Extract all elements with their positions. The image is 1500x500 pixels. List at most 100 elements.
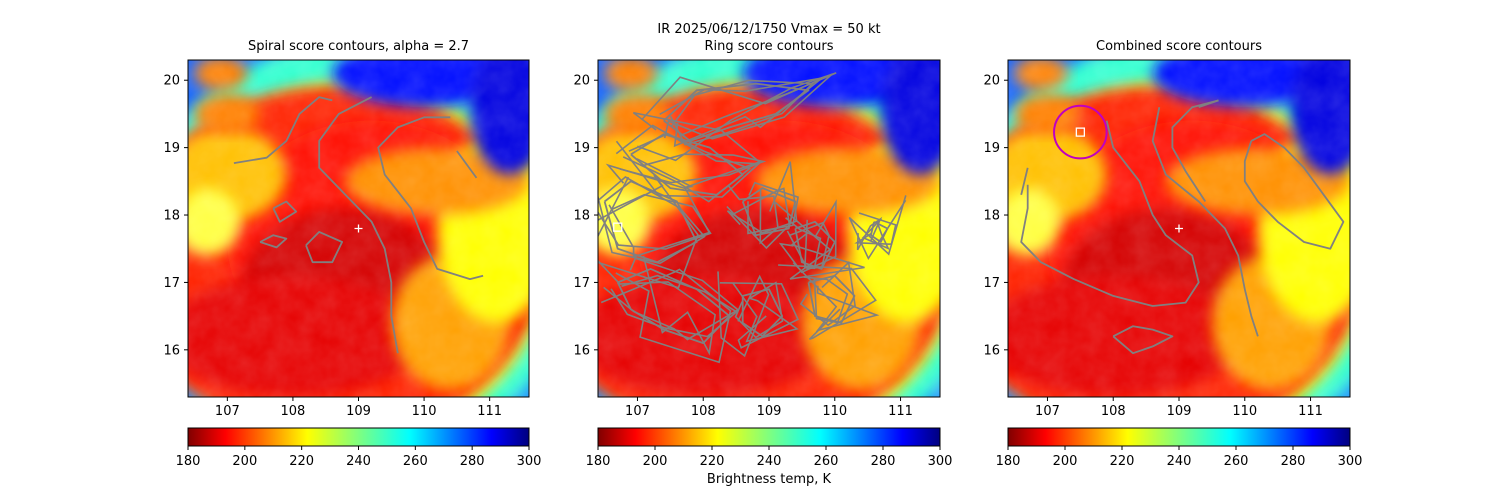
contour-line [778,264,877,340]
contour-line [259,234,288,249]
contour-line [1171,99,1219,202]
x-tick-label: 111 [1298,404,1323,419]
contour-line [799,260,856,327]
colorbar-tick-label: 220 [700,454,725,469]
colorbar-label: Brightness temp, K [706,472,832,487]
contour-line [786,221,830,270]
contour-line [1020,120,1200,307]
colorbar-tick-label: 300 [1338,454,1363,469]
y-tick-label: 19 [163,141,180,156]
contour-line [377,116,484,281]
contour-line [717,271,770,358]
panel-2-title: Ring score contours [704,39,834,54]
contour-line [619,153,767,184]
x-tick-label: 108 [1101,404,1126,419]
storm-center-marker [1175,224,1183,233]
panel-1: 107 108 109 110 111 16 17 18 19 20 180 200 220 240 260… [163,59,542,469]
colorbar-tick-label: 260 [1224,454,1249,469]
colorbar-tick-label: 280 [460,454,485,469]
center-fix-marker [1075,127,1085,137]
colorbar: 180 200 220 240 260 280 300 [176,427,542,469]
brightness-temp-image [188,60,529,397]
contour-line [1198,99,1219,109]
brightness-temp-image [598,60,940,397]
colorbar-tick-label: 240 [757,454,782,469]
contour-line [272,200,298,223]
contour-line [305,230,344,264]
colorbar-gradient [597,427,941,447]
panel-3-title: Combined score contours [1096,39,1262,54]
contour-line [641,73,833,140]
contour-line [605,163,711,258]
colorbar-gradient [1007,427,1351,447]
x-tick-label: 110 [412,404,437,419]
contour-line [600,268,732,364]
contour-line [774,201,865,280]
contour-line [632,111,762,189]
storm-center-marker [354,224,363,233]
colorbar-tick-label: 180 [996,454,1021,469]
x-tick-label: 107 [215,404,240,419]
y-tick-label: 16 [573,343,590,358]
y-tick-label: 17 [983,276,1000,291]
x-tick-label: 107 [1035,404,1060,419]
y-tick-label: 18 [983,209,1000,224]
y-tick-label: 20 [163,74,180,89]
contour-line [456,150,478,179]
contour-line [598,176,706,265]
colorbar-tick-label: 260 [403,454,428,469]
colorbar-tick-label: 200 [232,454,257,469]
contour-line [861,218,890,250]
contour-line [734,281,784,339]
colorbar-tick-label: 200 [643,454,668,469]
contour-line [803,276,849,324]
contour-line [870,220,889,243]
panel-2: 107 108 109 110 111 16 17 18 19 20 180 200 220 240 260… [573,59,953,469]
x-tick-label: 111 [477,404,502,419]
x-tick-label: 110 [822,404,847,419]
center-fix-circle [1053,104,1108,160]
x-tick-label: 108 [691,404,716,419]
y-tick-label: 20 [983,74,1000,89]
center-fix-marker [613,222,623,232]
y-tick-label: 16 [983,343,1000,358]
colorbar-gradient [187,427,530,447]
y-tick-label: 18 [163,209,180,224]
contour-line [719,282,800,349]
contour-line [1243,133,1345,250]
x-tick-label: 108 [281,404,306,419]
contour-line [848,195,907,261]
y-tick-label: 17 [163,276,180,291]
contour-line [856,216,883,251]
contour-line [610,274,738,338]
colorbar: 180 200 220 240 260 280 300 [586,427,953,469]
x-tick-label: 109 [757,404,782,419]
x-tick-label: 111 [888,404,913,419]
y-tick-label: 16 [163,343,180,358]
colorbar-tick-label: 300 [517,454,542,469]
y-tick-label: 19 [983,141,1000,156]
x-tick-label: 110 [1232,404,1257,419]
contour-line [233,96,333,164]
contour-line [727,184,779,245]
contour-line [731,282,799,343]
colorbar-tick-label: 220 [289,454,314,469]
x-tick-label: 107 [625,404,650,419]
contour-line [603,257,740,341]
contour-line [318,96,399,354]
contour-line [807,274,856,324]
y-tick-label: 18 [573,209,590,224]
contour-line [1020,167,1029,196]
panel-1-title: Spiral score contours, alpha = 2.7 [247,39,470,54]
contour-line [1112,325,1174,355]
panel-3: 107 108 109 110 111 16 17 18 19 20 180 200 220 240 260… [983,59,1363,469]
colorbar-tick-label: 180 [176,454,201,469]
contour-line [778,199,837,274]
colorbar-tick-label: 240 [346,454,371,469]
colorbar-tick-label: 300 [928,454,953,469]
y-tick-label: 20 [573,74,590,89]
contour-line [598,174,699,289]
contour-line [598,255,716,356]
x-tick-label: 109 [1167,404,1192,419]
